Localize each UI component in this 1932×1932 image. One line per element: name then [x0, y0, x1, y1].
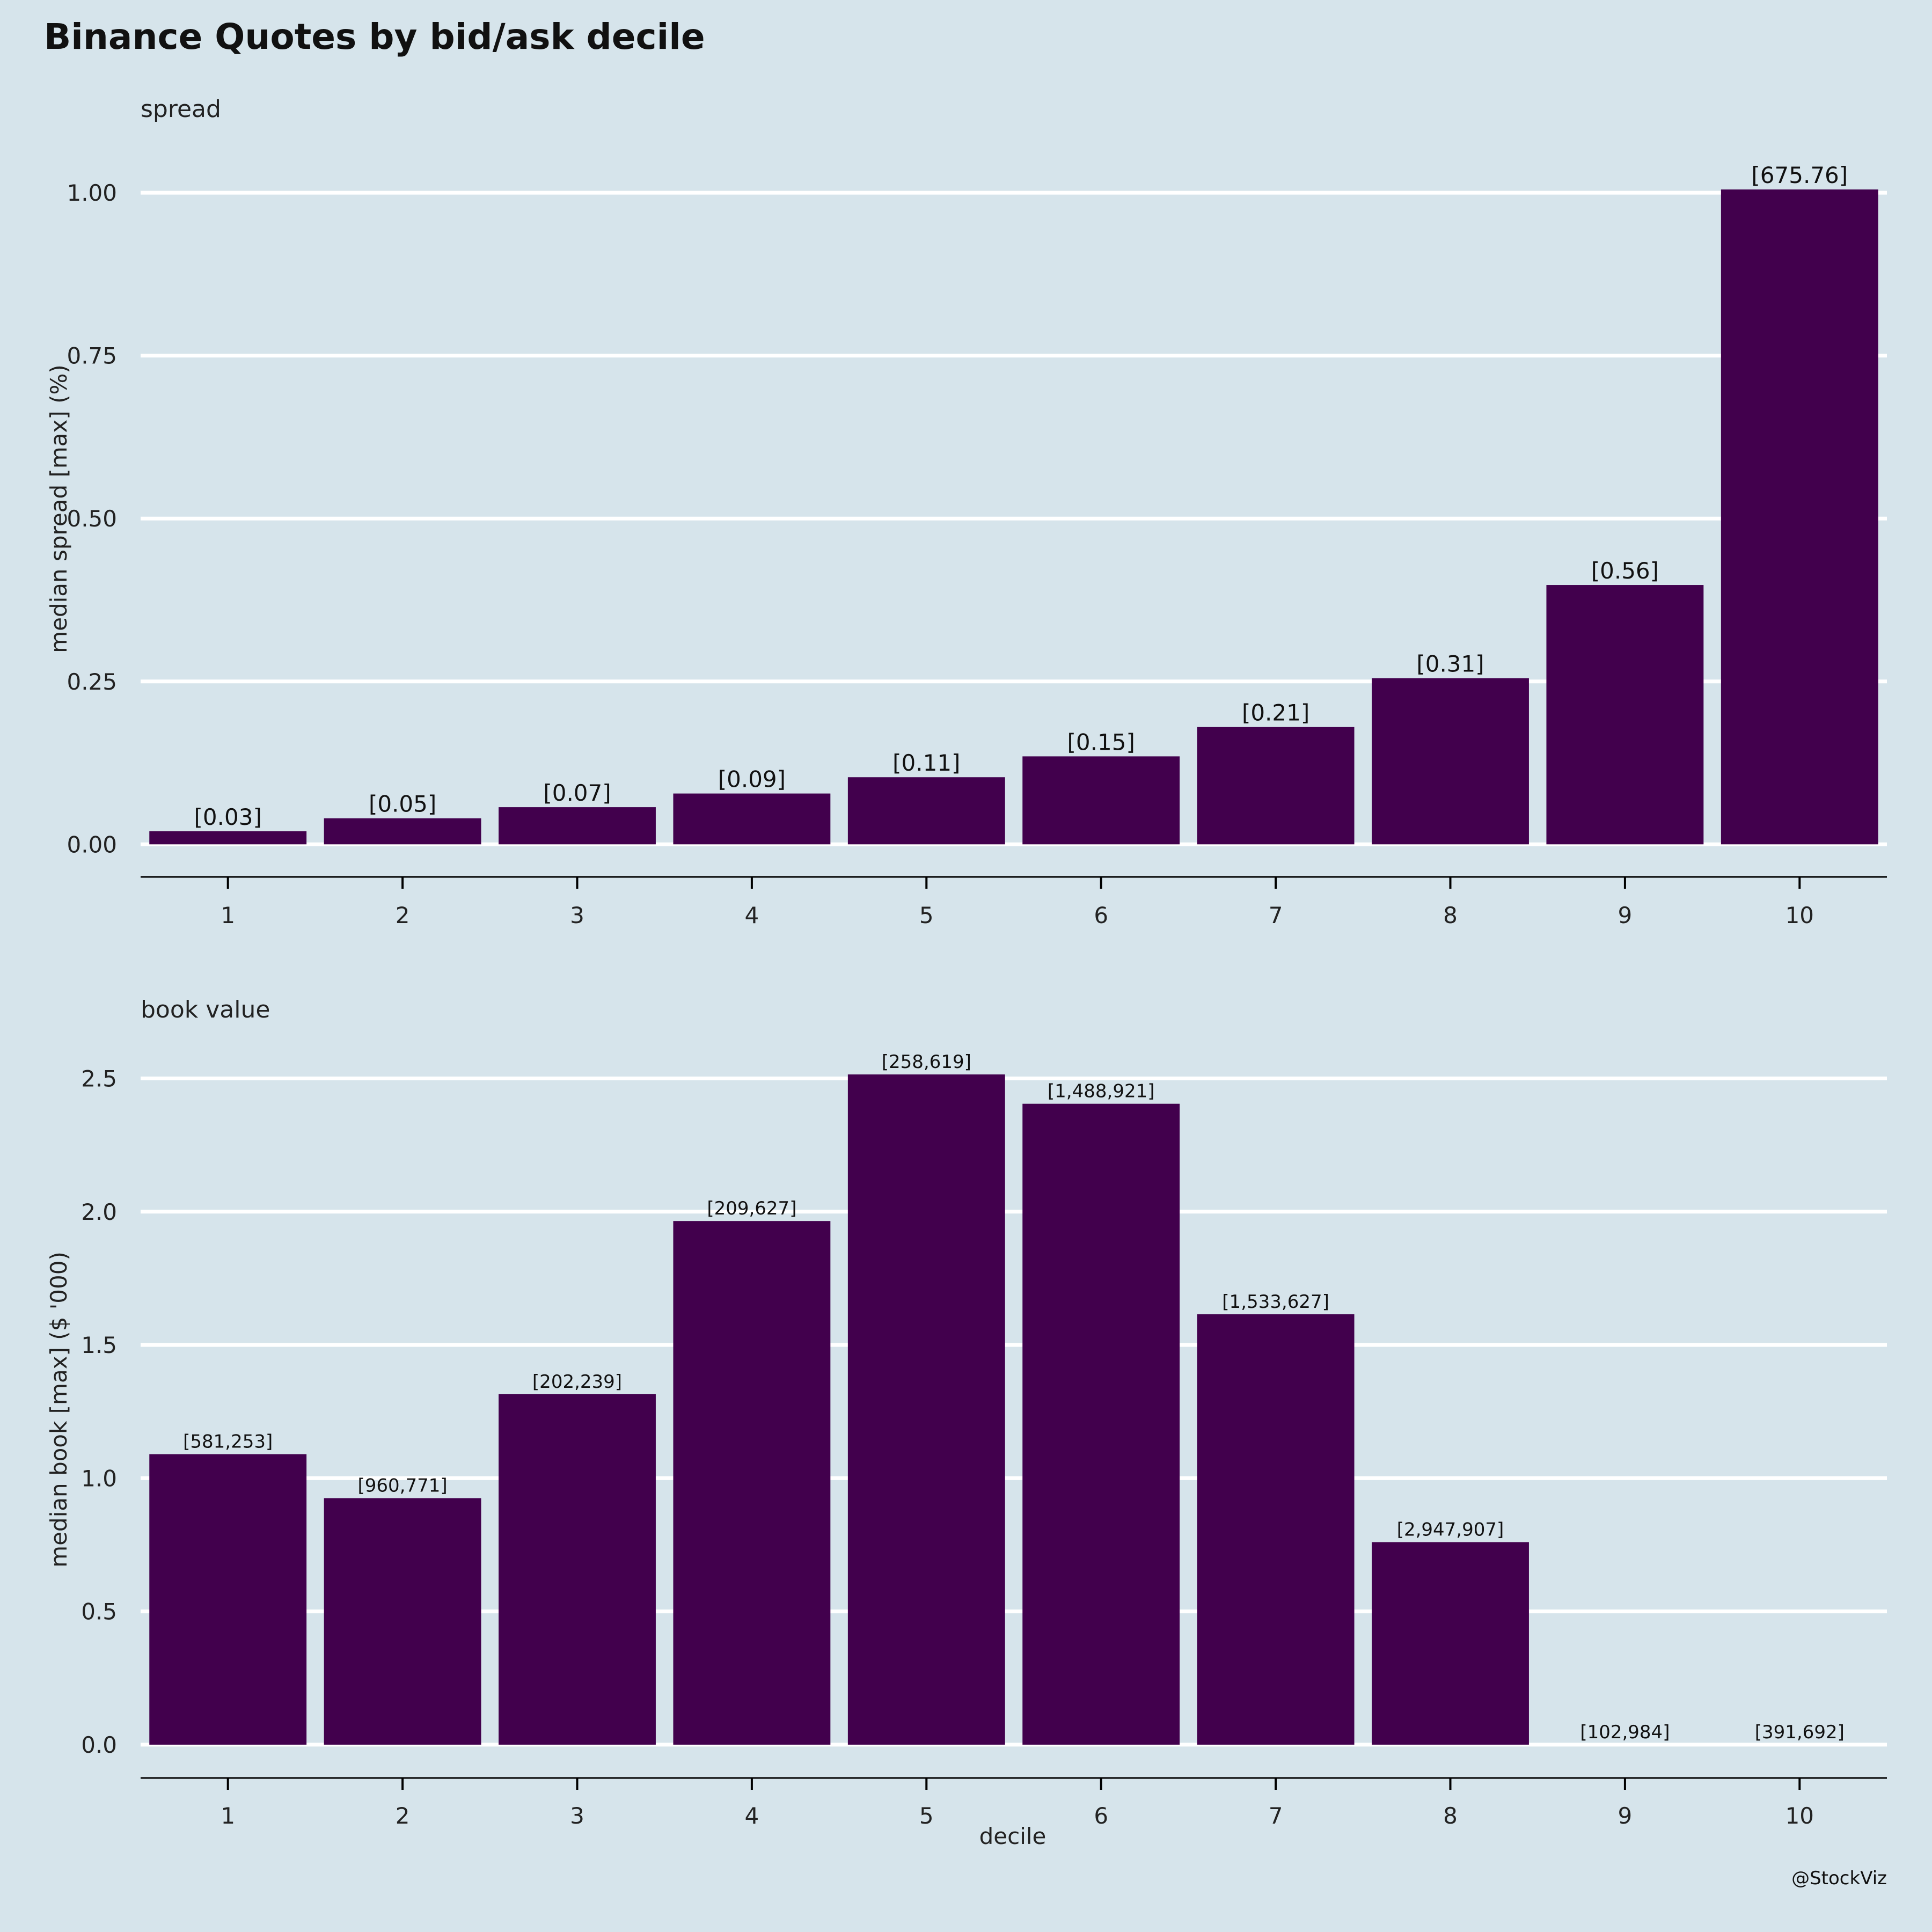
data-label: [0.56]: [1591, 558, 1659, 584]
data-label: [960,771]: [358, 1475, 448, 1497]
x-tick-label: 10: [1785, 1803, 1814, 1829]
y-tick-label: 2.0: [81, 1199, 117, 1225]
chart-title: Binance Quotes by bid/ask decile: [44, 16, 705, 57]
bar: [1721, 189, 1878, 845]
data-label: [675.76]: [1751, 162, 1848, 188]
y-tick-label: 0.5: [81, 1599, 117, 1625]
data-label: [0.31]: [1416, 651, 1484, 677]
y-tick-label: 0.50: [67, 506, 117, 532]
x-tick-label: 2: [396, 1803, 410, 1829]
data-label: [0.07]: [543, 780, 611, 806]
y-tick-label: 1.00: [67, 180, 117, 206]
x-axis-title: decile: [979, 1823, 1046, 1849]
x-tick-label: 6: [1094, 1803, 1108, 1829]
data-label: [0.05]: [369, 791, 436, 817]
x-tick-label: 1: [221, 902, 235, 928]
x-tick-label: 6: [1094, 902, 1108, 928]
data-label: [0.09]: [718, 766, 786, 793]
bar: [1197, 1314, 1355, 1745]
data-label: [2,947,907]: [1397, 1519, 1504, 1541]
x-tick-label: 9: [1618, 902, 1633, 928]
bar: [499, 1394, 656, 1745]
x-tick-label: 8: [1443, 902, 1458, 928]
data-label: [102,984]: [1580, 1722, 1670, 1743]
bar: [149, 1454, 307, 1745]
x-tick-label: 4: [745, 902, 759, 928]
y-tick-label: 1.5: [81, 1332, 117, 1358]
y-tick-label: 0.75: [67, 343, 117, 369]
x-tick-label: 5: [919, 902, 934, 928]
data-label: [0.03]: [194, 804, 262, 830]
data-label: [0.11]: [892, 750, 960, 776]
data-label: [0.15]: [1067, 729, 1135, 755]
bar: [673, 1221, 831, 1745]
bar: [1372, 1542, 1529, 1745]
x-tick-label: 4: [745, 1803, 759, 1829]
x-tick-label: 1: [221, 1803, 235, 1829]
x-tick-label: 8: [1443, 1803, 1458, 1829]
x-tick-label: 7: [1269, 902, 1283, 928]
y-tick-label: 0.0: [81, 1732, 117, 1758]
data-label: [1,533,627]: [1222, 1291, 1329, 1313]
x-tick-label: 10: [1785, 902, 1814, 928]
y-tick-label: 1.0: [81, 1465, 117, 1491]
credit-text: @StockViz: [1791, 1868, 1887, 1889]
bar: [673, 793, 831, 845]
bar: [1372, 678, 1529, 845]
y-tick-label: 2.5: [81, 1066, 117, 1092]
data-label: [202,239]: [532, 1371, 622, 1393]
data-label: [258,619]: [882, 1051, 971, 1073]
data-label: [209,627]: [707, 1198, 796, 1219]
x-tick-label: 7: [1269, 1803, 1283, 1829]
bar: [847, 1074, 1005, 1745]
y-tick-label: 0.25: [67, 669, 117, 695]
data-label: [391,692]: [1755, 1722, 1845, 1743]
data-label: [581,253]: [183, 1431, 273, 1453]
bar: [324, 818, 481, 845]
data-label: [0.21]: [1242, 700, 1309, 726]
y-axis-title: median spread [max] (%): [46, 364, 72, 653]
x-tick-label: 3: [570, 902, 584, 928]
x-tick-label: 2: [396, 902, 410, 928]
bar: [1022, 756, 1180, 845]
bar: [1546, 585, 1704, 845]
y-axis-title: median book [max] ($ '000): [46, 1252, 72, 1568]
x-tick-label: 5: [919, 1803, 934, 1829]
bar: [149, 831, 307, 845]
bar: [847, 777, 1005, 845]
bar: [499, 807, 656, 845]
y-tick-label: 0.00: [67, 831, 117, 858]
panel-title-spread: spread: [141, 96, 221, 123]
bar: [324, 1498, 481, 1745]
panel-title-book-value: book value: [141, 996, 270, 1023]
x-tick-label: 9: [1618, 1803, 1633, 1829]
bar: [1197, 727, 1355, 845]
x-tick-label: 3: [570, 1803, 584, 1829]
bar: [1022, 1103, 1180, 1745]
data-label: [1,488,921]: [1048, 1081, 1155, 1102]
